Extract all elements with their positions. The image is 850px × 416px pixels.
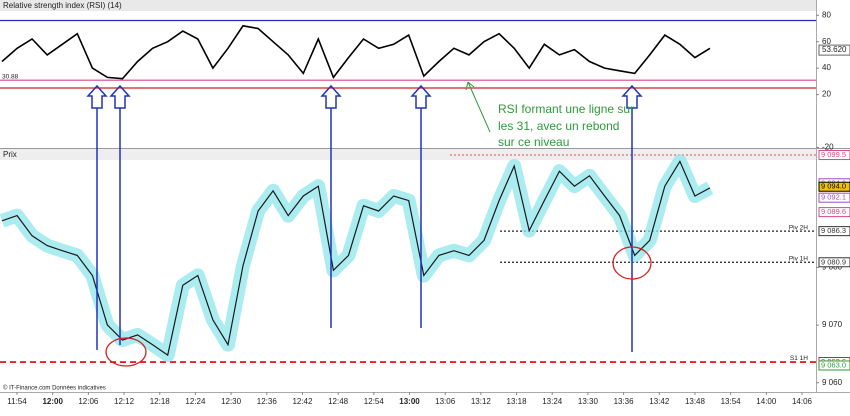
x-tick-label: 13:54 [721, 397, 742, 406]
green-arrow [465, 81, 491, 133]
y-tick-label: 60 [822, 37, 831, 46]
x-tick-label: 11:54 [7, 397, 27, 406]
annotation: sur ce niveau [498, 135, 569, 149]
x-tick-label: 13:12 [471, 397, 492, 406]
x-tick-label: 12:48 [328, 397, 349, 406]
y-tick-label: -20 [822, 143, 834, 152]
price-label: 9 099.5 [821, 150, 846, 159]
level-label: Piv 2H [789, 224, 808, 231]
price-label: 9 063.0 [821, 360, 846, 369]
value-box [818, 44, 850, 56]
x-tick-label: 12:54 [364, 397, 385, 406]
price-title: Prix [3, 150, 17, 159]
price-box [818, 181, 850, 192]
series-line [1, 24, 711, 80]
x-tick-label: 12:18 [150, 397, 171, 406]
x-tick-label: 13:36 [614, 397, 635, 406]
price-label: 9 092.1 [821, 193, 846, 202]
x-tick-label: 12:00 [42, 397, 63, 406]
x-tick-label: 13:24 [542, 397, 563, 406]
price-box [818, 150, 850, 161]
rsi-title: Relative strength index (RSI) (14) [3, 1, 122, 10]
y-tick-label: 9 060 [822, 378, 843, 387]
y-tick-label: 40 [822, 63, 831, 72]
annotation: RSI formant une ligne sur [498, 102, 634, 116]
price-box [818, 192, 850, 203]
x-tick-label: 12:42 [292, 397, 313, 406]
price-label: 9 086.3 [821, 226, 846, 235]
price-header [0, 149, 816, 160]
annotation: les 31, avec un rebond [498, 119, 619, 133]
price-box [818, 226, 850, 237]
price-label: 9 080.9 [821, 257, 846, 266]
circle [612, 246, 652, 280]
price-label: 9 094.0 [821, 182, 846, 191]
x-tick-label: 13:30 [578, 397, 599, 406]
x-tick-label: 12:30 [221, 397, 242, 406]
price-box [818, 207, 850, 218]
level-label: Piv 1H [789, 255, 808, 262]
annotations: RSI formant une ligne sur les 31, avec u… [86, 81, 652, 367]
price-box [818, 360, 850, 371]
value-label: 53.620 [822, 45, 847, 54]
x-tick-label: 14:00 [756, 397, 777, 406]
rsi-header [0, 0, 816, 11]
x-tick-label: 12:36 [257, 397, 278, 406]
x-tick-label: 13:48 [685, 397, 706, 406]
y-tick-label: 9 070 [822, 320, 843, 329]
x-tick-label: 13:42 [649, 397, 670, 406]
price-label: 9 089.6 [821, 207, 846, 216]
x-tick-label: 12:06 [78, 397, 99, 406]
x-tick-label: 14:06 [792, 397, 813, 406]
x-tick-label: 12:24 [185, 397, 206, 406]
arrows [86, 84, 643, 352]
level-label: S1 1H [790, 355, 808, 362]
price-box [818, 257, 850, 268]
circle [105, 337, 147, 367]
y-tick-label: 80 [822, 10, 831, 19]
x-tick-label: 12:12 [114, 397, 135, 406]
source: © IT-Finance.com Données indicatives [3, 385, 106, 392]
level-label: 30.88 [2, 73, 19, 80]
y-tick-label: 20 [822, 90, 831, 99]
x-tick-label: 13:06 [435, 397, 456, 406]
x-tick-label: 13:18 [507, 397, 528, 406]
x-tick-label: 13:00 [399, 397, 420, 406]
